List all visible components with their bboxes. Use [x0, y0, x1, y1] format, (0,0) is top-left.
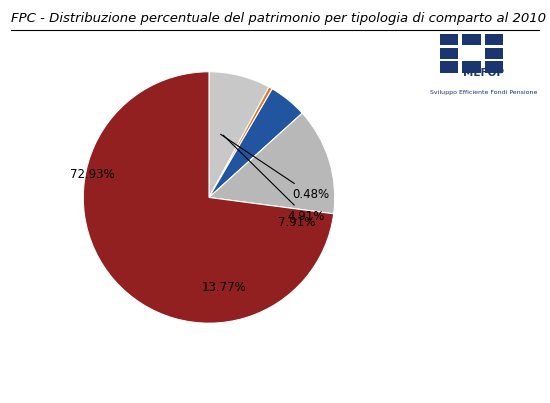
Text: FPC - Distribuzione percentuale del patrimonio per tipologia di comparto al 2010: FPC - Distribuzione percentuale del patr…	[11, 12, 546, 25]
Bar	[440, 61, 459, 73]
Text: 4.91%: 4.91%	[223, 135, 324, 223]
Text: 13.77%: 13.77%	[202, 282, 246, 295]
Bar	[485, 61, 503, 73]
Wedge shape	[209, 87, 272, 197]
Bar	[440, 34, 459, 45]
Wedge shape	[209, 113, 335, 214]
Bar	[485, 34, 503, 45]
Text: Sviluppo Efficiente Fondi Pensione: Sviluppo Efficiente Fondi Pensione	[430, 90, 538, 95]
Text: MEFOP: MEFOP	[464, 68, 504, 77]
Bar	[440, 48, 459, 59]
Text: 0.48%: 0.48%	[221, 134, 329, 201]
Bar	[463, 61, 481, 73]
Wedge shape	[83, 72, 334, 323]
Wedge shape	[209, 89, 302, 197]
Text: 7.91%: 7.91%	[278, 216, 316, 229]
Bar	[463, 34, 481, 45]
Wedge shape	[209, 72, 269, 197]
Bar	[485, 48, 503, 59]
Text: 72.93%: 72.93%	[70, 168, 115, 181]
